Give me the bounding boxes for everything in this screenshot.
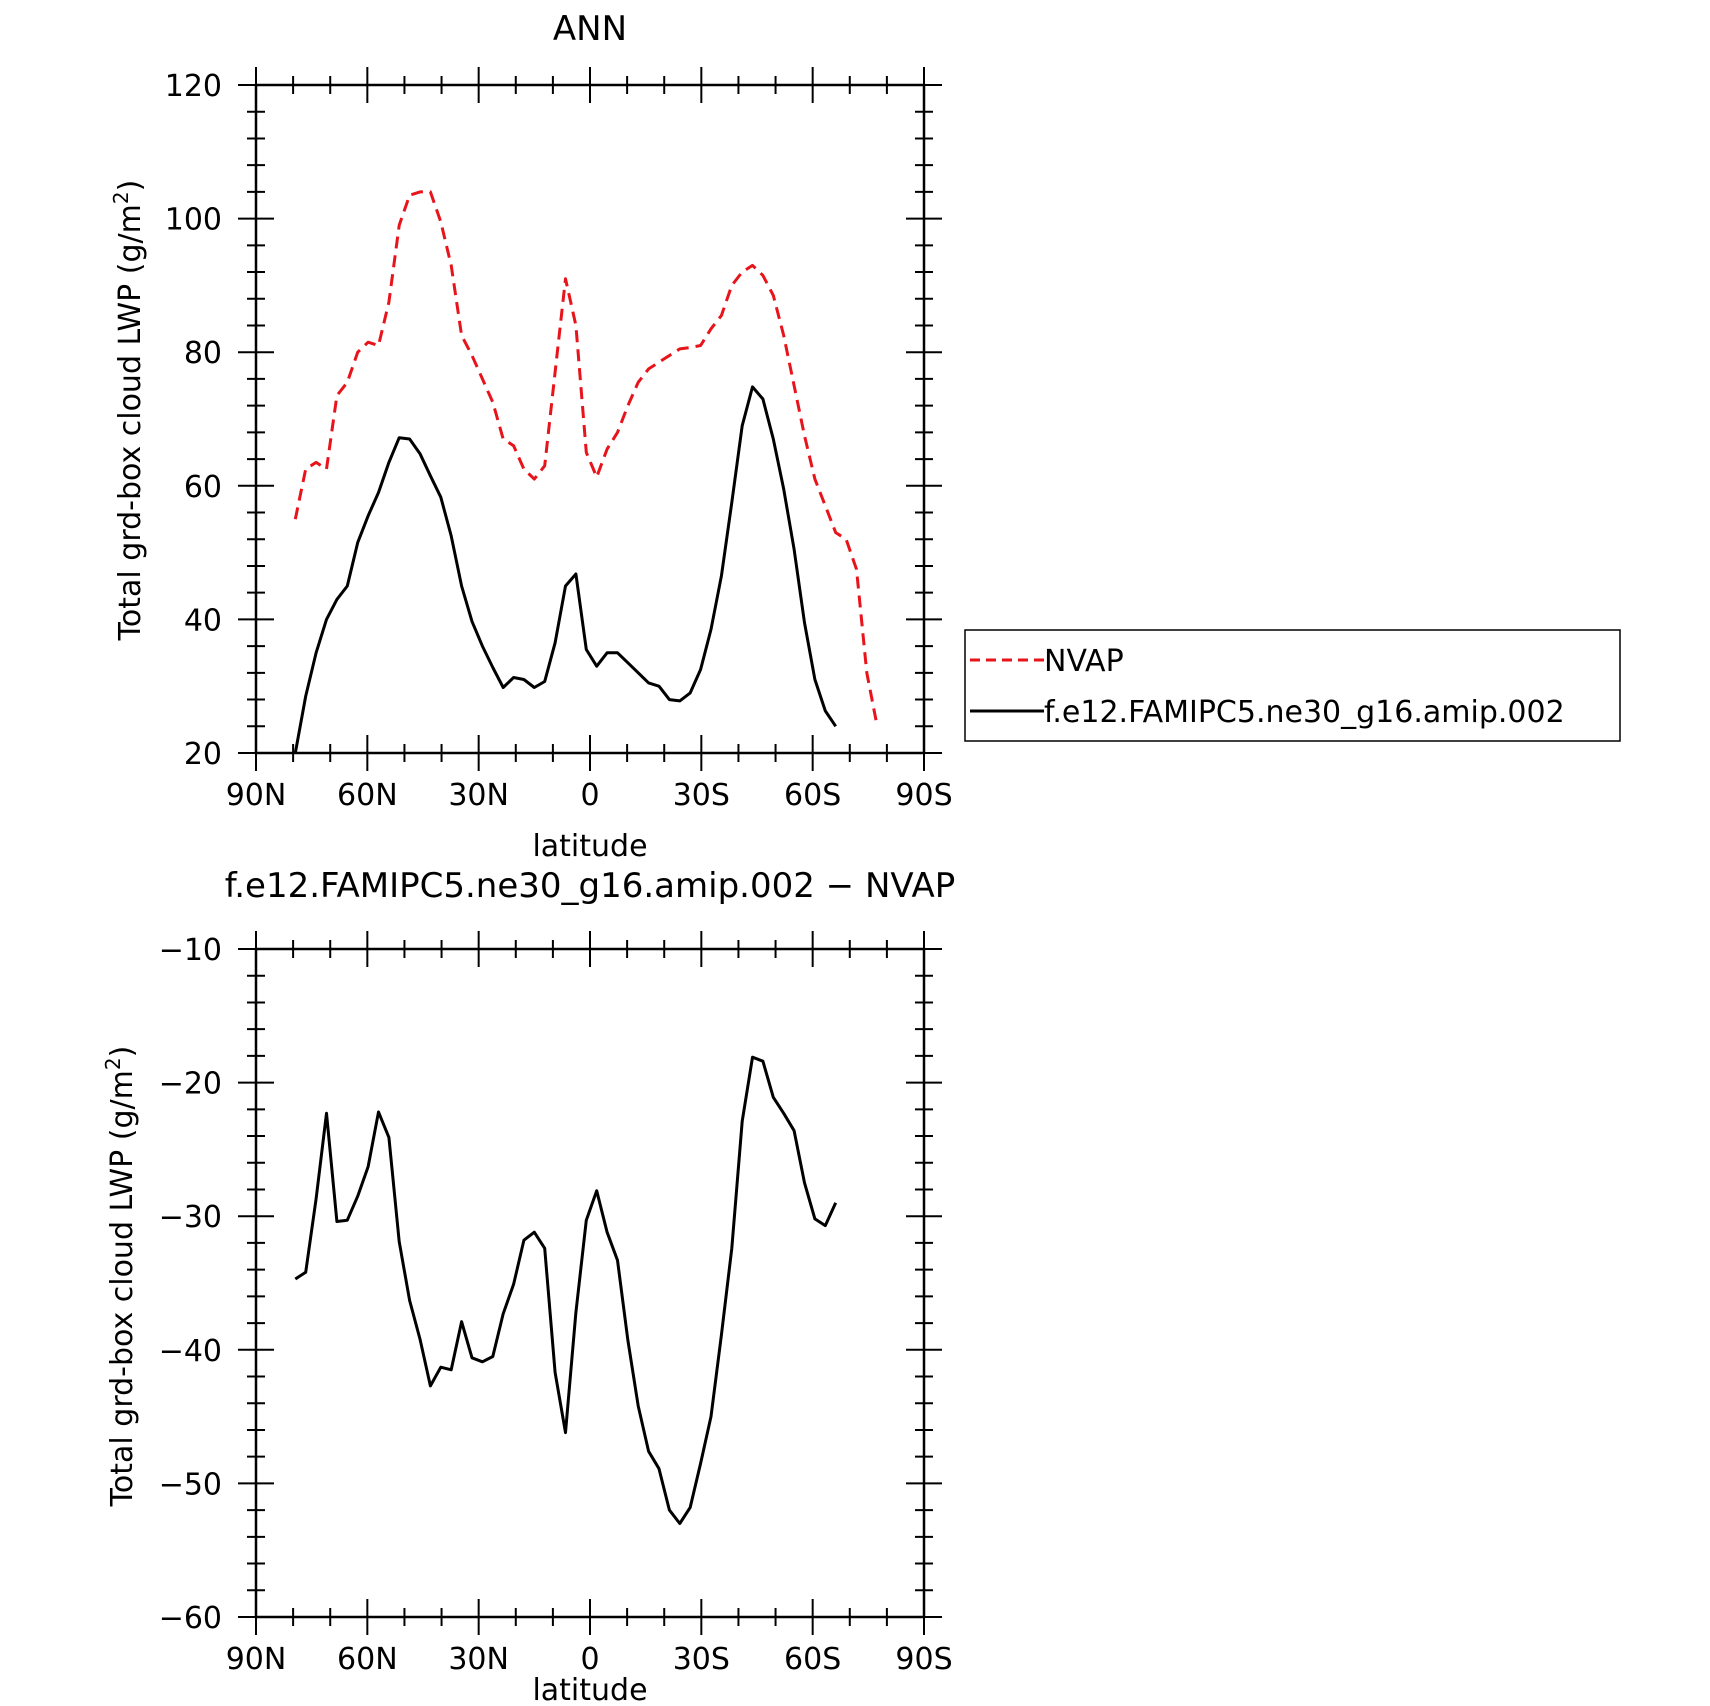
x-tick-label: 60N — [337, 778, 398, 813]
y-axis-title-unit-sup: 2 — [109, 191, 133, 204]
x-tick-label: 90S — [895, 778, 952, 813]
y-axis-title-unit: (g/m — [105, 1070, 140, 1140]
y-tick-label: −10 — [159, 933, 222, 968]
y-tick-label: −30 — [159, 1200, 222, 1235]
x-tick-label: 60S — [784, 1642, 841, 1677]
plot-area: −60 −50 −40 −30 −20 −10 90N 60N 30N 0 30S 60S 90S — [159, 931, 953, 1677]
x-tick-label: 90N — [226, 778, 287, 813]
y-tick-label: 80 — [184, 336, 222, 371]
x-axis-title: latitude — [532, 1673, 647, 1706]
legend: NVAP f.e12.FAMIPC5.ne30_g16.amip.002 — [964, 629, 1621, 742]
chart-title: ANN — [553, 9, 627, 49]
y-axis-title-main: Total grd-box cloud LWP — [105, 1150, 140, 1508]
y-tick-label: −40 — [159, 1334, 222, 1369]
x-tick-label: 30N — [448, 1642, 509, 1677]
chart-title: f.e12.FAMIPC5.ne30_g16.amip.002 − NVAP — [225, 866, 956, 906]
x-tick-label: 60N — [337, 1642, 398, 1677]
y-tick-label: 60 — [184, 470, 222, 505]
series-line-nvap — [293, 190, 879, 727]
y-tick-label: −50 — [159, 1467, 222, 1502]
x-tick-label: 90S — [895, 1642, 952, 1677]
y-axis-title-unit-sup: 2 — [101, 1057, 125, 1070]
y-tick-label: −60 — [159, 1601, 222, 1636]
x-tick-label: 30N — [448, 778, 509, 813]
top-chart: ANN 20 40 60 80 100 120 90N 60N 30N 0 30S 60S 90S la… — [109, 9, 1621, 864]
y-axis-title-unit-close: ) — [105, 1046, 140, 1058]
y-tick-label: 20 — [184, 737, 222, 772]
x-tick-label: 90N — [226, 1642, 287, 1677]
y-axis-title: Total grd-box cloud LWP (g/m2) — [109, 180, 148, 642]
y-tick-label: 120 — [165, 69, 222, 104]
plot-area: 20 40 60 80 100 120 90N 60N 30N 0 30S 60S 90S — [165, 67, 953, 813]
legend-label-model: f.e12.FAMIPC5.ne30_g16.amip.002 — [1044, 695, 1565, 730]
y-axis-title-unit-close: ) — [113, 180, 148, 192]
y-tick-label: 100 — [165, 203, 222, 238]
x-tick-label: 0 — [580, 1642, 599, 1677]
y-tick-label: −20 — [159, 1067, 222, 1102]
y-tick-label: 40 — [184, 603, 222, 638]
legend-label-nvap: NVAP — [1044, 644, 1124, 679]
x-tick-label: 30S — [673, 778, 730, 813]
x-axis-title: latitude — [532, 829, 647, 864]
bottom-chart: f.e12.FAMIPC5.ne30_g16.amip.002 − NVAP −… — [101, 866, 955, 1706]
x-tick-label: 30S — [673, 1642, 730, 1677]
series-line-f-e12-famipc5-ne30-g16-amip-002 — [293, 385, 837, 754]
plot-frame — [254, 947, 926, 1619]
y-axis-title-unit: (g/m — [113, 204, 148, 274]
y-axis-title: Total grd-box cloud LWP (g/m2) — [101, 1046, 140, 1508]
x-tick-label: 0 — [580, 778, 599, 813]
y-axis-title-main: Total grd-box cloud LWP — [113, 284, 148, 642]
legend-box — [964, 629, 1621, 742]
series-line-0 — [294, 1055, 838, 1525]
x-tick-label: 60S — [784, 778, 841, 813]
